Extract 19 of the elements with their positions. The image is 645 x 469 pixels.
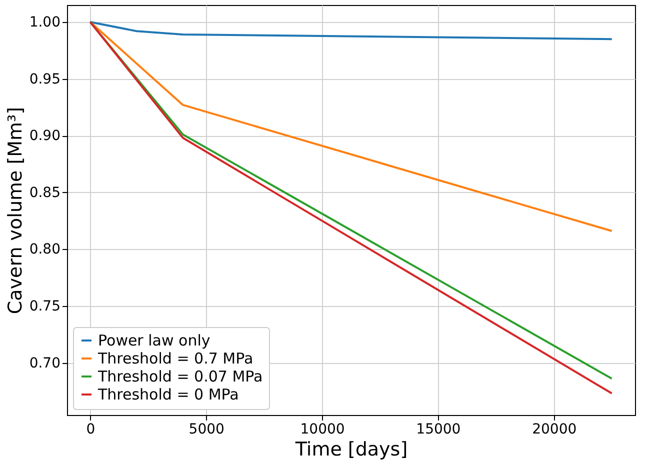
legend-label: Threshold = 0.7 MPa xyxy=(97,350,254,368)
y-tick-label: 0.85 xyxy=(29,184,60,201)
y-tick-label: 0.75 xyxy=(29,298,60,314)
y-tick-label: 0.70 xyxy=(29,355,60,372)
legend-label: Threshold = 0 MPa xyxy=(97,386,239,404)
x-tick-label: 10000 xyxy=(300,422,345,438)
x-tick-label: 15000 xyxy=(416,422,461,438)
x-axis-title: Time [days] xyxy=(294,438,408,460)
x-tick-label: 20000 xyxy=(532,422,577,438)
line-series xyxy=(89,21,613,40)
y-tick-label: 0.95 xyxy=(29,71,60,88)
legend-label: Power law only xyxy=(98,332,210,350)
legend-label: Threshold = 0.07 MPa xyxy=(97,368,263,386)
y-tick-label: 0.90 xyxy=(29,128,60,144)
y-tick-label: 0.80 xyxy=(29,242,60,258)
x-tick-label: 5000 xyxy=(188,422,224,438)
y-tick-label: 1.00 xyxy=(29,14,60,31)
x-tick-label: 0 xyxy=(86,422,96,438)
y-axis-title: Cavern volume [Mm³] xyxy=(4,106,26,314)
